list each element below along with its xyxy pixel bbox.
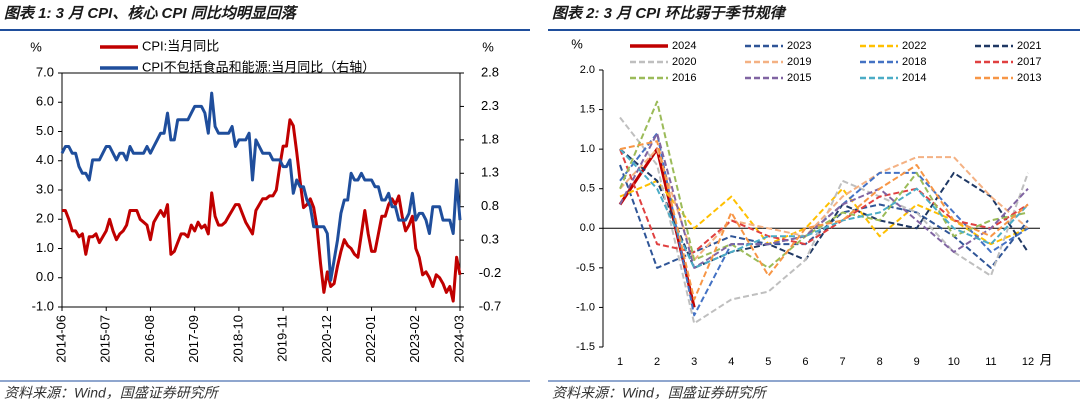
legend-label: 2022: [902, 40, 926, 52]
legend-label: 2021: [1017, 40, 1041, 52]
y2-tick-label: -0.2: [479, 265, 501, 280]
legend-label: 2023: [787, 40, 811, 52]
source: 资料来源：Wind，国盛证券研究所: [552, 385, 768, 401]
x-tick-label: 5: [765, 356, 771, 368]
source: 资料来源：Wind，国盛证券研究所: [4, 385, 220, 401]
legend-label: 2020: [672, 56, 696, 68]
x-tick-label: 2017-09: [186, 315, 201, 363]
x-tick-label: 2020-12: [319, 315, 334, 363]
y-tick-label: -1.0: [32, 298, 54, 313]
y-tick-label: 1.0: [580, 143, 595, 155]
legend-label: 2019: [787, 56, 811, 68]
y-tick-label: 2.0: [36, 211, 54, 226]
y2-tick-label: 0.3: [481, 232, 499, 247]
x-tick-label: 2022-01: [363, 315, 378, 363]
x-tick-label: 6: [802, 356, 808, 368]
legend-label: 2013: [1017, 72, 1041, 84]
series-line: [619, 148, 1029, 261]
y-tick-label: 3.0: [36, 181, 54, 196]
x-tick-label: 8: [877, 356, 883, 368]
x-tick-label: 4: [728, 356, 734, 368]
x-tick-label: 1: [617, 356, 623, 368]
series-line: [619, 148, 1029, 269]
y-tick-label: 5.0: [36, 123, 54, 138]
x-axis-label: 月: [1039, 352, 1052, 367]
x-tick-label: 2019-11: [275, 315, 290, 362]
legend-label: 2014: [902, 72, 926, 84]
x-tick-label: 10: [948, 356, 960, 368]
x-tick-label: 11: [985, 356, 996, 368]
legend-label: 2018: [902, 56, 926, 68]
y-axis-label: %: [30, 39, 42, 54]
x-tick-label: 7: [839, 356, 845, 368]
series-line: [62, 118, 462, 303]
legend-label: 2015: [787, 72, 811, 84]
x-tick-label: 12: [1022, 356, 1034, 368]
series-line: [619, 179, 1029, 246]
series-line: [619, 148, 1029, 253]
y-tick-label: 6.0: [36, 94, 54, 109]
x-tick-label: 2018-10: [230, 315, 245, 363]
plot-frame: [61, 72, 461, 308]
legend-label: 2016: [672, 72, 696, 84]
y-tick-label: 0.0: [36, 269, 54, 284]
y-tick-label: 1.0: [36, 240, 54, 255]
y2-tick-label: 1.3: [481, 165, 499, 180]
x-tick-label: 3: [691, 356, 697, 368]
y2-tick-label: 1.8: [481, 131, 499, 146]
legend-label: CPI不包括食品和能源:当月同比（右轴）: [142, 59, 375, 74]
legend-label: 2024: [672, 40, 696, 52]
legend-label: 2017: [1017, 56, 1041, 68]
series-line: [619, 140, 1029, 301]
chart-title: 图表 2: 3 月 CPI 环比弱于季节规律: [552, 5, 787, 22]
y-axis-label: %: [571, 36, 583, 51]
y-tick-label: 2.0: [580, 64, 595, 76]
y-tick-label: -0.5: [576, 262, 595, 274]
y2-axis-label: %: [482, 39, 494, 54]
series-line: [60, 91, 462, 282]
series-line: [619, 100, 1029, 269]
y2-tick-label: 2.3: [481, 98, 499, 113]
y-tick-label: -1.5: [576, 341, 595, 353]
x-tick-label: 2014-06: [53, 315, 68, 363]
x-tick-label: 2016-08: [142, 315, 157, 363]
y-tick-label: 0.5: [580, 183, 595, 195]
y-tick-label: 1.5: [580, 103, 595, 115]
x-tick-label: 2024-03: [451, 315, 466, 363]
x-tick-label: 2023-02: [407, 315, 422, 363]
series-line: [619, 132, 1029, 269]
y-tick-label: -1.0: [576, 301, 595, 313]
legend-label: CPI:当月同比: [142, 38, 219, 53]
y-tick-label: 7.0: [36, 64, 54, 79]
x-tick-label: 2: [654, 356, 660, 368]
chart-title: 图表 1: 3 月 CPI、核心 CPI 同比均明显回落: [4, 4, 299, 22]
x-tick-label: 9: [914, 356, 920, 368]
y2-tick-label: -0.7: [479, 298, 501, 313]
y2-tick-label: 0.8: [481, 198, 499, 213]
y2-tick-label: 2.8: [481, 64, 499, 79]
x-tick-label: 2015-07: [98, 315, 113, 363]
series-line: [619, 148, 1029, 269]
y-tick-label: 4.0: [36, 152, 54, 167]
y-tick-label: 0.0: [580, 222, 595, 234]
